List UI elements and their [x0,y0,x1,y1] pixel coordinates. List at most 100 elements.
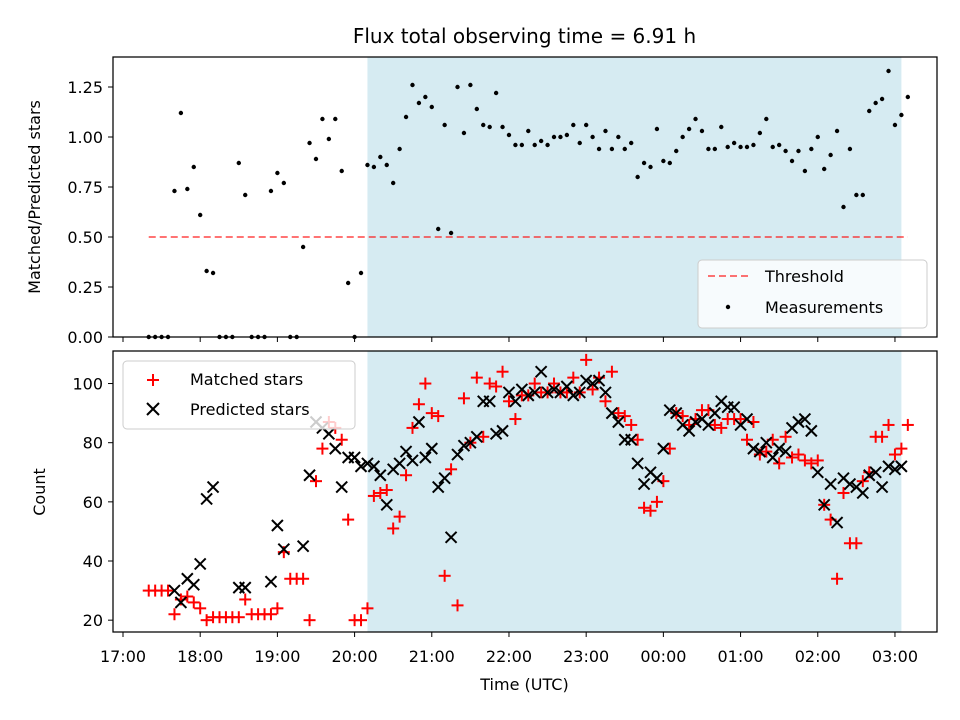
predicted-star-point [592,374,606,387]
predicted-star-point [406,454,419,467]
predicted-star-point [599,386,612,399]
predicted-star-point [496,424,509,438]
measurement-point [873,100,878,106]
matched-star-point [303,614,316,627]
matched-star-point [297,572,310,585]
predicted-star-point [637,477,651,491]
predicted-star-point [470,430,484,443]
measurement-point [680,134,685,140]
matched-star-point [837,486,850,499]
matched-star-point [380,484,393,497]
top-plot-frame [112,56,938,338]
measurement-point [757,130,763,136]
matched-star-point [901,418,914,431]
measurement-point [596,146,602,152]
measurement-point [436,226,441,232]
measurement-point [442,122,447,128]
x-tick-label: 00:00 [640,647,686,666]
bottom-plot-frame [112,350,938,633]
bottom-legend: Matched stars Predicted stars [122,360,356,430]
chart-title: Flux total observing time = 6.91 h [353,24,696,48]
matched-star-point [792,448,805,461]
measurement-point [654,126,660,132]
x-axis-label: Time (UTC) [479,675,568,694]
measurement-point [802,168,808,174]
measurement-point [281,180,287,186]
measurement-point [513,142,518,148]
matched-star-point [406,421,419,434]
matched-star-point [708,418,721,431]
measurement-point [577,140,582,146]
measurement-point [905,94,911,100]
x-tick-label: 22:00 [486,647,532,666]
measurement-point [899,112,904,118]
predicted-star-point [483,395,496,408]
predicted-star-point [663,403,677,417]
bottom-y-tick-label: 100 [72,375,103,394]
measurement-point [886,68,891,74]
predicted-star-point [451,448,464,461]
measurement-point [789,158,795,164]
measurement-point [770,144,775,150]
measurement-point [461,130,467,136]
matched-star-point [586,383,599,396]
measurement-point [686,126,692,132]
predicted-star-point [322,427,336,441]
measurement-point [172,188,177,194]
predicted-star-point [760,436,773,449]
predicted-star-point [824,477,837,491]
measurement-point [815,134,820,140]
matched-star-point [168,608,181,621]
predicted-star-point [239,581,252,594]
matched-star-point [470,371,483,384]
measurement-point [468,82,473,88]
matched-star-point [831,572,844,585]
matched-star-point [483,377,496,390]
matched-star-point [644,504,657,517]
matched-star-point [419,377,432,390]
top-panel: Flux total observing time = 6.91 h 0.00 0… [25,24,938,347]
predicted-star-point [888,463,902,476]
legend-measurements-swatch [725,304,731,310]
measurement-point [616,134,621,140]
matched-star-point [187,596,200,609]
measurement-point [410,82,415,88]
predicted-star-point [393,457,406,470]
measurement-point [210,270,216,276]
predicted-star-point [438,471,451,485]
measurement-point [590,134,595,140]
predicted-star-point [747,442,760,455]
matched-star-point [342,513,355,526]
measurement-point [506,132,512,138]
predicted-star-point [187,578,200,591]
top-y-tick-label: 0.25 [67,278,103,297]
matched-star-point [663,442,676,455]
predicted-star-point [528,386,541,399]
predicted-star-point [727,400,741,414]
matched-star-point [876,430,889,443]
matched-star-point [451,599,464,612]
measurement-point [603,128,608,134]
measurement-point [397,146,402,152]
matched-star-point [856,475,869,488]
x-tick-label: 03:00 [872,647,918,666]
predicted-star-point [856,486,870,500]
measurement-point [551,134,557,140]
predicted-star-point [766,451,779,464]
matched-star-point [605,365,618,378]
matched-star-point [638,501,651,514]
matched-star-point [850,537,863,550]
matched-star-point [715,421,728,434]
matched-star-point [445,463,458,476]
measurement-point [345,280,351,286]
matched-star-point [882,418,895,431]
x-tick-label: 02:00 [795,647,841,666]
x-tick-label: 21:00 [409,647,455,666]
x-tick-label: 17:00 [100,647,146,666]
predicted-star-point [740,412,754,426]
matched-star-point [496,365,509,378]
matched-star-point [162,584,175,597]
predicted-star-point [708,406,722,420]
matched-star-point [895,442,908,455]
